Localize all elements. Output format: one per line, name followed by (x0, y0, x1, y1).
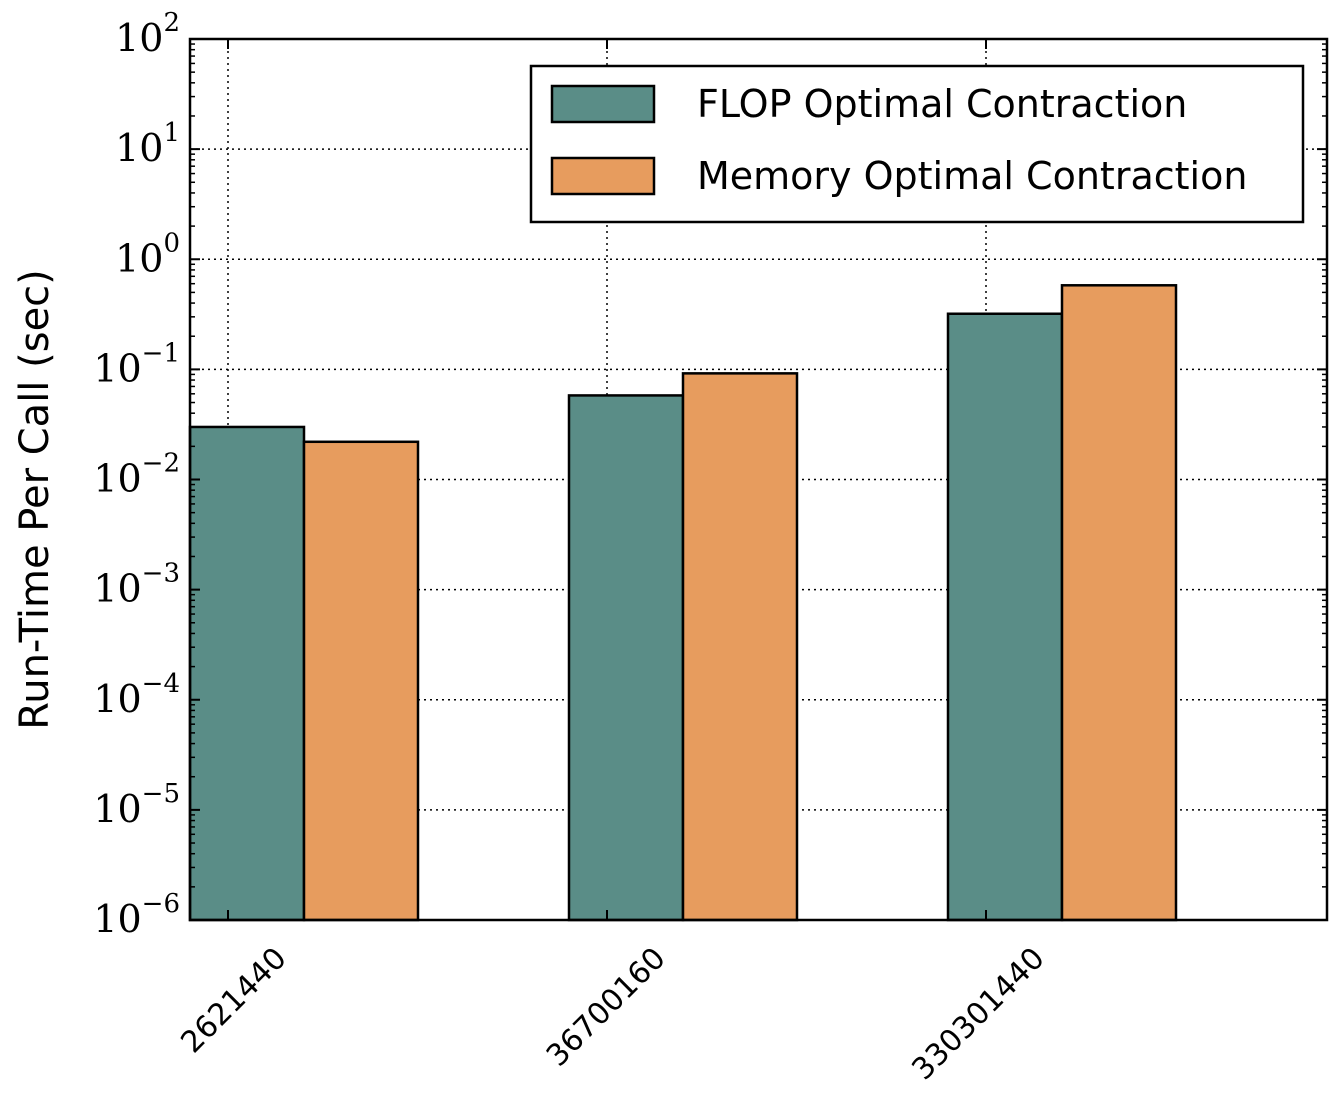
y-tick-base: 10 (93, 897, 141, 941)
bar-flop-2621440 (188, 425, 306, 922)
y-tick-exponent: −4 (142, 669, 180, 699)
y-tick-exponent: 0 (163, 228, 180, 258)
y-tick-exponent: 1 (163, 118, 180, 148)
bar-flop-36700160 (567, 394, 685, 922)
y-tick-base: 10 (93, 346, 141, 390)
bars (188, 284, 1178, 922)
legend-label: FLOP Optimal Contraction (697, 82, 1187, 126)
y-tick-exponent: −3 (142, 559, 180, 589)
y-tick-label: 10−6 (93, 889, 180, 941)
y-tick-base: 10 (115, 126, 163, 170)
x-tick-label: 36700160 (540, 941, 673, 1074)
y-tick-base: 10 (93, 787, 141, 831)
y-tick-base: 10 (93, 457, 141, 501)
legend-swatch (550, 156, 656, 196)
y-tick-exponent: −6 (142, 889, 180, 919)
y-tick-exponent: −1 (142, 338, 180, 368)
y-tick-label: 10−1 (93, 338, 180, 390)
y-tick-exponent: −5 (142, 779, 180, 809)
y-tick-base: 10 (115, 16, 163, 60)
y-tick-exponent: −2 (142, 449, 180, 479)
x-tick-label: 2621440 (174, 941, 293, 1060)
y-tick-label: 101 (115, 118, 180, 170)
y-tick-label: 100 (115, 228, 180, 280)
legend: FLOP Optimal Contraction Memory Optimal C… (529, 64, 1305, 224)
y-tick-label: 10−4 (93, 669, 180, 721)
y-axis-label: Run-Time Per Call (sec) (12, 269, 58, 730)
y-tick-label: 10−3 (93, 559, 180, 611)
y-tick-label: 102 (115, 8, 180, 60)
bar-flop-330301440 (946, 312, 1064, 922)
legend-swatch (550, 84, 656, 124)
bar-memory-36700160 (681, 372, 799, 922)
x-tick-label: 330301440 (905, 941, 1051, 1087)
y-tick-base: 10 (93, 677, 141, 721)
y-tick-base: 10 (115, 236, 163, 280)
legend-label: Memory Optimal Contraction (697, 154, 1247, 198)
y-tick-exponent: 2 (163, 8, 180, 38)
bar-memory-330301440 (1060, 284, 1178, 922)
bar-memory-2621440 (302, 440, 420, 922)
y-tick-label: 10−2 (93, 449, 180, 501)
legend-box (529, 64, 1305, 224)
y-tick-label: 10−5 (93, 779, 180, 831)
y-tick-base: 10 (93, 567, 141, 611)
